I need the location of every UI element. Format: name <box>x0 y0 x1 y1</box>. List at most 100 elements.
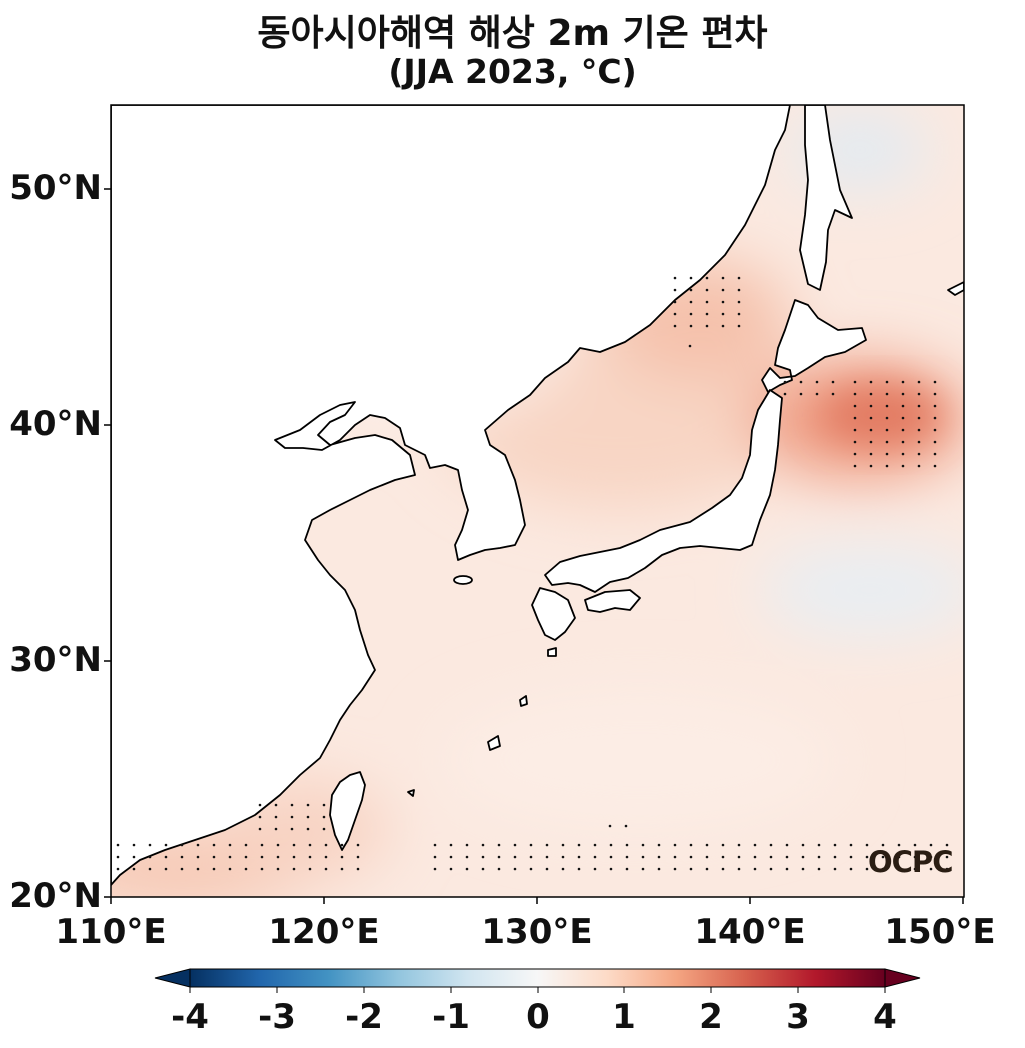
stipple-dot <box>577 855 581 859</box>
stipple-dot <box>290 827 294 831</box>
stipple-dot <box>881 843 885 847</box>
stipple-dot <box>306 803 310 807</box>
stipple-dot <box>641 843 645 847</box>
stipple-dot <box>356 855 360 859</box>
stipple-dot <box>933 416 937 420</box>
stipple-dot <box>465 855 469 859</box>
stipple-dot <box>799 392 803 396</box>
colorbar-tick-4: 4 <box>873 997 897 1037</box>
stipple-dot <box>885 440 889 444</box>
stipple-dot <box>290 815 294 819</box>
colorbar-tick-minus1: -1 <box>432 997 470 1037</box>
stipple-dot <box>933 464 937 468</box>
stipple-dot <box>132 867 136 871</box>
stipple-dot <box>689 312 693 316</box>
stipple-dot <box>705 288 709 292</box>
stipple-dot <box>624 824 628 828</box>
stipple-dot <box>593 855 597 859</box>
colorbar-tick-minus4: -4 <box>171 997 209 1037</box>
stipple-dot <box>865 855 869 859</box>
stipple-dot <box>340 843 344 847</box>
ocpc-watermark: OCPC <box>868 845 953 879</box>
stipple-dot <box>673 867 677 871</box>
stipple-dot <box>917 392 921 396</box>
stipple-dot <box>833 843 837 847</box>
stipple-dot <box>577 843 581 847</box>
stipple-dot <box>917 416 921 420</box>
stipple-dot <box>865 843 869 847</box>
stipple-dot <box>929 867 933 871</box>
lon-tick-140e: 140°E <box>694 912 806 952</box>
stipple-dot <box>705 843 709 847</box>
stipple-dot <box>783 392 787 396</box>
stipple-dot <box>769 843 773 847</box>
stipple-dot <box>164 867 168 871</box>
colorbar <box>154 968 921 993</box>
stipple-dot <box>753 855 757 859</box>
stipple-dot <box>260 843 264 847</box>
stipple-dot <box>433 843 437 847</box>
stipple-dot <box>433 855 437 859</box>
stipple-dot <box>885 404 889 408</box>
stipple-dot <box>625 855 629 859</box>
stipple-dot <box>721 843 725 847</box>
stipple-dot <box>801 867 805 871</box>
stipple-dot <box>901 464 905 468</box>
stipple-dot <box>212 867 216 871</box>
stipple-dot <box>673 855 677 859</box>
stipple-dot <box>356 867 360 871</box>
stipple-dot <box>769 867 773 871</box>
stipple-dot <box>853 428 857 432</box>
stipple-dot <box>689 288 693 292</box>
stipple-dot <box>785 843 789 847</box>
stipple-dot <box>673 843 677 847</box>
stipple-dot <box>753 867 757 871</box>
stipple-dot <box>306 827 310 831</box>
stipple-dot <box>449 843 453 847</box>
stipple-dot <box>308 867 312 871</box>
stipple-dot <box>737 867 741 871</box>
stipple-dot <box>933 428 937 432</box>
stipple-dot <box>244 855 248 859</box>
stipple-dot <box>228 843 232 847</box>
stipple-dot <box>433 867 437 871</box>
stipple-dot <box>657 843 661 847</box>
stipple-dot <box>132 855 136 859</box>
stipple-dot <box>785 867 789 871</box>
stipple-dot <box>933 380 937 384</box>
stipple-dot <box>849 867 853 871</box>
jeju <box>453 575 473 585</box>
stipple-dot <box>244 867 248 871</box>
stipple-dot <box>885 392 889 396</box>
stipple-dot <box>258 803 262 807</box>
stipple-dot <box>831 392 835 396</box>
stipple-dot <box>324 843 328 847</box>
stipple-dot <box>737 324 741 328</box>
stipple-dot <box>513 843 517 847</box>
stipple-dot <box>545 867 549 871</box>
stipple-dot <box>917 380 921 384</box>
stipple-dot <box>276 843 280 847</box>
stipple-dot <box>641 867 645 871</box>
stipple-dot <box>869 440 873 444</box>
stipple-dot <box>164 855 168 859</box>
lon-tick-150e: 150°E <box>884 912 996 952</box>
stipple-dot <box>180 843 184 847</box>
stipple-dot <box>833 867 837 871</box>
stipple-dot <box>673 324 677 328</box>
stipple-dot <box>258 815 262 819</box>
islet-1 <box>547 647 557 657</box>
stipple-dot <box>737 300 741 304</box>
stipple-dot <box>917 404 921 408</box>
taiwan <box>329 771 366 851</box>
stipple-dot <box>260 855 264 859</box>
colorbar-high-extend <box>884 968 921 988</box>
stipple-dot <box>853 416 857 420</box>
stipple-dot <box>180 867 184 871</box>
stipple-dot <box>449 855 453 859</box>
stipple-dot <box>945 867 949 871</box>
stipple-dot <box>625 867 629 871</box>
stipple-dot <box>945 843 949 847</box>
stipple-dot <box>853 440 857 444</box>
